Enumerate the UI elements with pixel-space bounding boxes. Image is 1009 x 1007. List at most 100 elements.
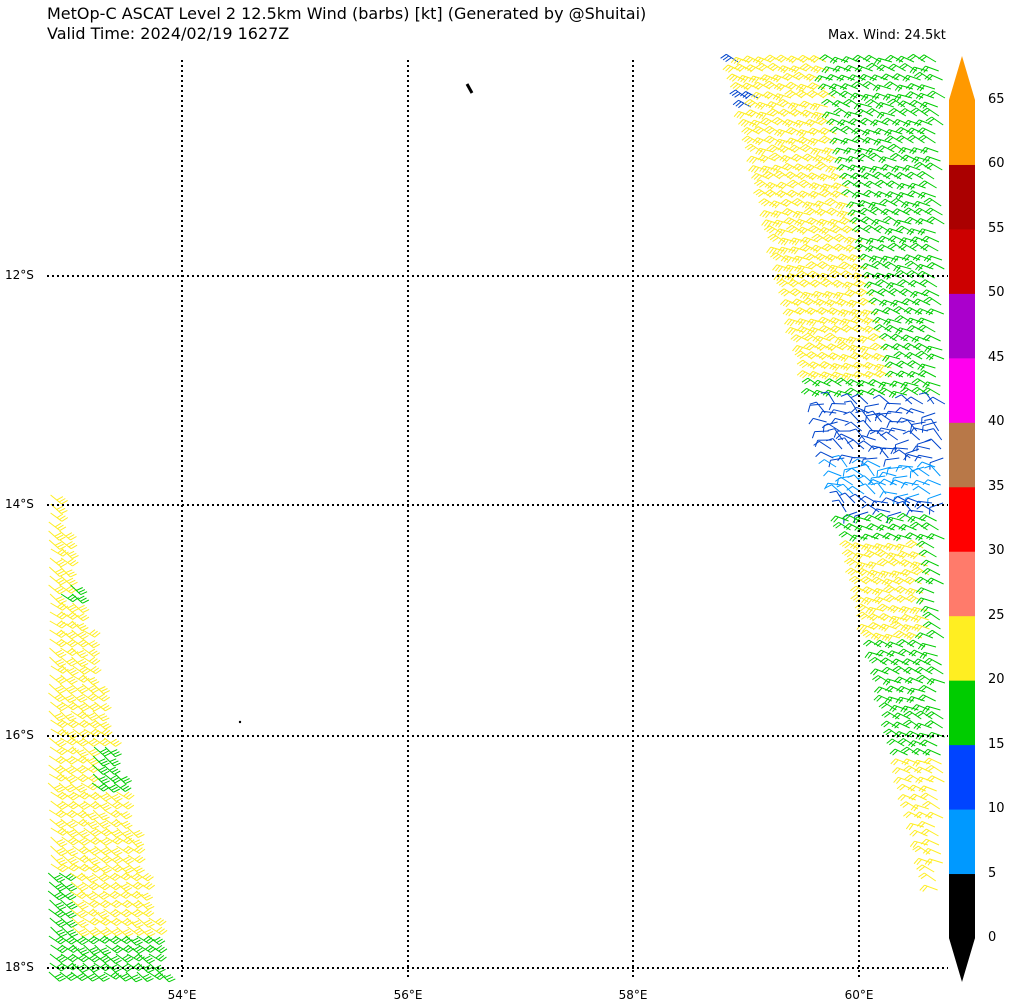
wind-barb: [922, 705, 941, 713]
wind-barb: [925, 577, 944, 585]
wind-barb: [806, 270, 825, 279]
wind-barb: [867, 152, 886, 162]
wind-barb: [71, 656, 89, 667]
wind-barb: [720, 53, 739, 63]
wind-barb: [887, 235, 907, 243]
wind-barb: [147, 971, 166, 981]
wind-barb: [82, 638, 100, 649]
wind-barb: [94, 827, 113, 837]
wind-barb: [895, 225, 914, 234]
wind-barb: [884, 370, 904, 378]
wind-barb: [48, 971, 66, 982]
wind-barb: [61, 701, 80, 711]
wind-barb: [105, 827, 123, 838]
wind-barb: [890, 197, 909, 207]
wind-barb: [866, 569, 886, 578]
wind-barb: [136, 971, 154, 982]
wind-barb: [898, 237, 918, 245]
wind-barb: [729, 89, 748, 99]
wind-barb: [49, 557, 68, 568]
wind-barb: [917, 228, 936, 236]
wind-barb: [116, 944, 135, 953]
wind-barb: [125, 935, 143, 946]
wind-barb: [741, 135, 760, 144]
wind-barb: [825, 343, 844, 352]
wind-barb: [840, 362, 859, 371]
wind-barb: [93, 737, 111, 747]
wind-barb: [60, 953, 79, 963]
wind-barb: [907, 639, 926, 648]
wind-barb: [82, 656, 101, 665]
wind-barb: [811, 430, 829, 439]
wind-barb: [821, 147, 840, 156]
wind-barb: [791, 198, 810, 207]
wind-barb: [802, 201, 821, 210]
wind-barb: [829, 190, 849, 199]
wind-barb: [894, 394, 913, 405]
lon-label-58e: 58°E: [618, 988, 648, 1002]
wind-barb: [793, 307, 813, 316]
colorbar-segment: [949, 551, 975, 617]
wind-barb: [47, 782, 66, 793]
wind-barb: [907, 687, 926, 695]
wind-barb: [94, 863, 112, 874]
wind-barb: [83, 719, 102, 729]
wind-barb: [70, 773, 89, 783]
wind-barb: [786, 224, 804, 234]
wind-barb: [50, 512, 69, 522]
wind-barb: [852, 54, 871, 63]
wind-barb: [819, 183, 838, 192]
wind-barb: [92, 935, 111, 944]
wind-barb: [81, 683, 100, 694]
wind-barb: [891, 475, 908, 485]
wind-barb: [912, 200, 931, 209]
wind-barb: [898, 559, 917, 568]
wind-barb: [889, 479, 908, 486]
wind-barb: [848, 308, 867, 318]
wind-barb: [136, 908, 155, 918]
wind-barb: [809, 102, 828, 111]
wind-barb: [882, 532, 901, 540]
wind-barb: [879, 255, 899, 263]
wind-barb: [83, 701, 101, 712]
wind-barb: [899, 613, 919, 623]
wind-barb: [898, 147, 917, 155]
wind-barb: [799, 236, 819, 245]
wind-barb: [818, 135, 837, 144]
wind-barb: [896, 685, 915, 693]
wind-barb: [759, 210, 778, 219]
wind-barb: [857, 440, 876, 450]
wind-barb: [71, 647, 89, 659]
wind-barb: [824, 332, 842, 342]
wind-barb: [924, 207, 943, 216]
wind-barb: [48, 881, 67, 892]
wind-barb: [50, 827, 69, 836]
wind-barb: [867, 622, 886, 631]
wind-barb: [900, 624, 919, 633]
wind-barb: [868, 255, 888, 263]
wind-barb: [911, 445, 931, 452]
wind-barb: [116, 800, 135, 810]
wind-barb: [102, 872, 121, 881]
wind-barb: [872, 596, 891, 605]
wind-barb: [796, 359, 815, 369]
wind-barb: [921, 412, 936, 425]
wind-barb: [916, 674, 935, 684]
colorbar-tick-label: 10: [988, 801, 1005, 817]
wind-barb: [862, 460, 881, 468]
wind-barb: [730, 56, 750, 66]
wind-barb: [862, 370, 882, 380]
wind-barb: [803, 163, 822, 172]
wind-barb: [835, 433, 854, 441]
wind-barb: [833, 107, 852, 117]
wind-barb: [867, 479, 886, 486]
wind-barb: [91, 872, 110, 882]
wind-barb: [92, 773, 110, 785]
wind-barb: [774, 228, 793, 237]
wind-barb: [925, 711, 944, 720]
wind-barb: [841, 179, 860, 189]
wind-barb: [815, 116, 834, 126]
wind-barb: [920, 243, 939, 252]
wind-barb: [877, 570, 897, 579]
